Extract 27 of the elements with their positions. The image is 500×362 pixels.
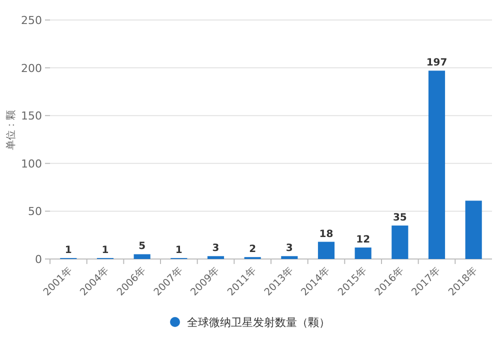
data-label: 5 [138, 241, 146, 252]
y-tick-label: 100 [21, 157, 42, 170]
data-label: 12 [356, 234, 370, 246]
data-label: 35 [392, 212, 407, 224]
bar [281, 256, 298, 259]
y-tick-label: 150 [21, 110, 42, 123]
bar [354, 248, 372, 259]
data-label: 3 [286, 243, 293, 254]
data-label: 2 [249, 244, 256, 256]
data-label: 197 [426, 58, 448, 69]
y-tick-label: 0 [35, 253, 42, 266]
y-axis-title: 单位：颗 [5, 110, 17, 150]
data-label: 1 [175, 245, 182, 256]
data-label: 1 [64, 245, 72, 256]
data-label: 18 [319, 228, 334, 240]
bar [428, 70, 446, 259]
y-tick-label: 50 [28, 205, 42, 218]
legend-label: 全球微纳卫星发射数量（颗） [187, 316, 330, 329]
bar [318, 242, 335, 259]
data-label: 1 [102, 245, 109, 256]
bar [465, 200, 482, 259]
bar [392, 226, 408, 259]
y-tick-label: 200 [21, 62, 42, 75]
y-tick-label: 250 [21, 14, 42, 27]
data-label: 3 [212, 243, 220, 254]
bar [134, 254, 150, 259]
bar [207, 256, 224, 259]
